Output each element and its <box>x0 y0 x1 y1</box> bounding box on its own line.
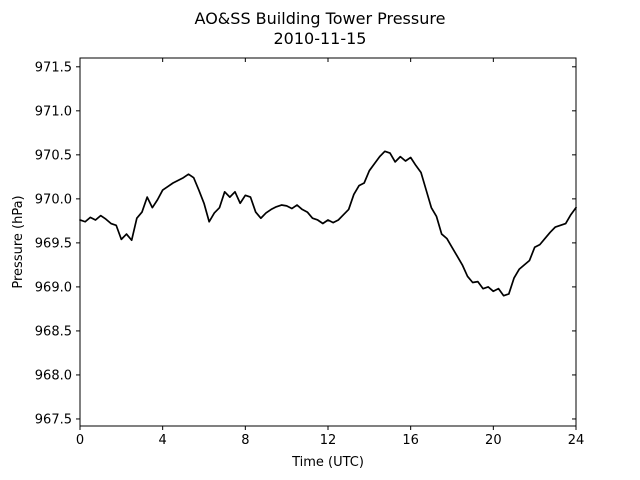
x-tick-label: 12 <box>320 433 337 448</box>
y-tick-label: 969.0 <box>35 280 72 295</box>
chart-subtitle: 2010-11-15 <box>274 29 367 48</box>
y-tick-label: 968.0 <box>35 368 72 383</box>
y-tick-label: 970.0 <box>35 192 72 207</box>
x-tick-label: 8 <box>241 433 249 448</box>
y-axis: 967.5 968.0 968.5 969.0 969.5 970.0 970.5 971.0… <box>35 60 576 427</box>
plot-area-frame <box>79 57 577 427</box>
pressure-series-line <box>79 150 577 297</box>
x-tick-label: 16 <box>402 433 419 448</box>
y-tick-label: 968.5 <box>35 324 72 339</box>
x-axis: 0 4 8 12 16 20 24 <box>76 58 584 448</box>
y-tick-label: 967.5 <box>35 412 72 427</box>
x-tick-label: 24 <box>568 433 585 448</box>
x-axis-label: Time (UTC) <box>291 455 364 470</box>
y-tick-label: 969.5 <box>35 236 72 251</box>
y-tick-label: 971.5 <box>35 60 72 75</box>
y-axis-label: Pressure (hPa) <box>11 195 26 288</box>
y-tick-label: 971.0 <box>35 104 72 119</box>
x-tick-label: 4 <box>159 433 167 448</box>
x-tick-label: 20 <box>485 433 502 448</box>
y-tick-label: 970.5 <box>35 148 72 163</box>
chart-title: AO&SS Building Tower Pressure <box>195 9 446 28</box>
x-tick-label: 0 <box>76 433 84 448</box>
